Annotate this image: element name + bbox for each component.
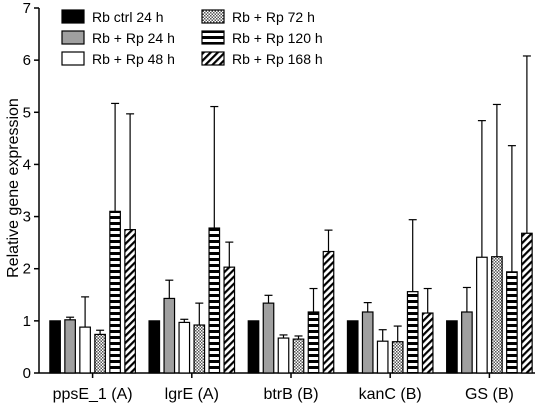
x-tick-label: GS (B) — [465, 386, 514, 403]
legend-label: Rb + Rp 48 h — [92, 51, 175, 67]
bar-rb-rp-48-h-ppse-1-a- — [79, 326, 91, 374]
y-tick-label: 0 — [23, 365, 31, 382]
bars — [49, 210, 533, 374]
axes: 0 1 2 3 4 5 6 7 ppsE_1 (A) lgrE (A) btrB (B) kanC (… — [23, 0, 535, 403]
bar-rb-ctrl-24-h-ppse-1-a- — [49, 320, 61, 374]
bar-rb-rp-48-h-btrb-b- — [277, 337, 290, 374]
y-tick-label: 3 — [23, 209, 31, 226]
bar-rb-ctrl-24-h-lgre-a- — [148, 320, 161, 374]
bar-rb-rp-24-h-kanc-b- — [361, 311, 374, 374]
bar-rb-rp-72-h-gs-b- — [491, 256, 503, 374]
bar-rb-rp-48-h-gs-b- — [476, 256, 488, 374]
bar-rb-ctrl-24-h-btrb-b- — [247, 320, 260, 374]
y-tick-label: 7 — [23, 0, 31, 17]
legend-label: Rb ctrl 24 h — [92, 9, 164, 25]
legend-swatch — [201, 51, 225, 66]
bar-rb-rp-72-h-kanc-b- — [391, 341, 404, 374]
bar-rb-rp-168-h-lgre-a- — [223, 266, 236, 374]
x-tick-label: kanC (B) — [359, 386, 422, 403]
bar-rb-rp-168-h-gs-b- — [521, 232, 533, 374]
error-bars — [66, 55, 531, 342]
bar-rb-rp-120-h-btrb-b- — [307, 311, 320, 374]
legend-swatch — [61, 30, 85, 45]
y-tick-label: 5 — [23, 104, 31, 121]
bar-rb-rp-168-h-kanc-b- — [421, 312, 434, 374]
legend-label: Rb + Rp 120 h — [232, 30, 323, 46]
y-tick-label: 4 — [23, 156, 31, 173]
x-tick-label: lgrE (A) — [165, 386, 219, 403]
bar-rb-rp-24-h-btrb-b- — [262, 302, 275, 374]
bar-rb-rp-72-h-lgre-a- — [193, 324, 206, 374]
bar-rb-rp-24-h-lgre-a- — [163, 297, 176, 374]
bar-rb-rp-24-h-gs-b- — [461, 311, 473, 374]
legend-swatch — [61, 9, 85, 24]
bar-rb-rp-168-h-btrb-b- — [322, 250, 335, 374]
x-tick-label: ppsE_1 (A) — [53, 386, 133, 403]
bar-rb-rp-48-h-lgre-a- — [178, 321, 191, 374]
legend-swatch — [201, 9, 225, 24]
bar-rb-ctrl-24-h-gs-b- — [446, 320, 458, 374]
bar-rb-ctrl-24-h-kanc-b- — [346, 320, 359, 374]
x-tick-label: btrB (B) — [263, 386, 318, 403]
bar-rb-rp-72-h-ppse-1-a- — [94, 333, 106, 374]
bar-rb-rp-120-h-gs-b- — [506, 271, 518, 374]
y-tick-label: 1 — [23, 313, 31, 330]
bar-rb-rp-168-h-ppse-1-a- — [124, 229, 136, 374]
legend-label: Rb + Rp 72 h — [232, 9, 315, 25]
legend-label: Rb + Rp 168 h — [232, 51, 323, 67]
y-axis-title: Relative gene expression — [5, 98, 22, 278]
legend-swatch — [201, 30, 225, 45]
y-tick-label: 2 — [23, 261, 31, 278]
y-tick-label: 6 — [23, 52, 31, 69]
bar-rb-rp-72-h-btrb-b- — [292, 338, 305, 374]
bar-rb-rp-120-h-lgre-a- — [208, 227, 221, 374]
bar-rb-rp-24-h-ppse-1-a- — [64, 319, 76, 374]
bar-rb-rp-120-h-kanc-b- — [406, 291, 419, 374]
bar-rb-rp-120-h-ppse-1-a- — [109, 210, 121, 374]
legend: Rb ctrl 24 h Rb + Rp 24 h Rb + Rp 48 h Rb +… — [61, 9, 323, 67]
legend-label: Rb + Rp 24 h — [92, 30, 175, 46]
bar-rb-rp-48-h-kanc-b- — [376, 340, 389, 374]
legend-swatch — [61, 51, 85, 66]
